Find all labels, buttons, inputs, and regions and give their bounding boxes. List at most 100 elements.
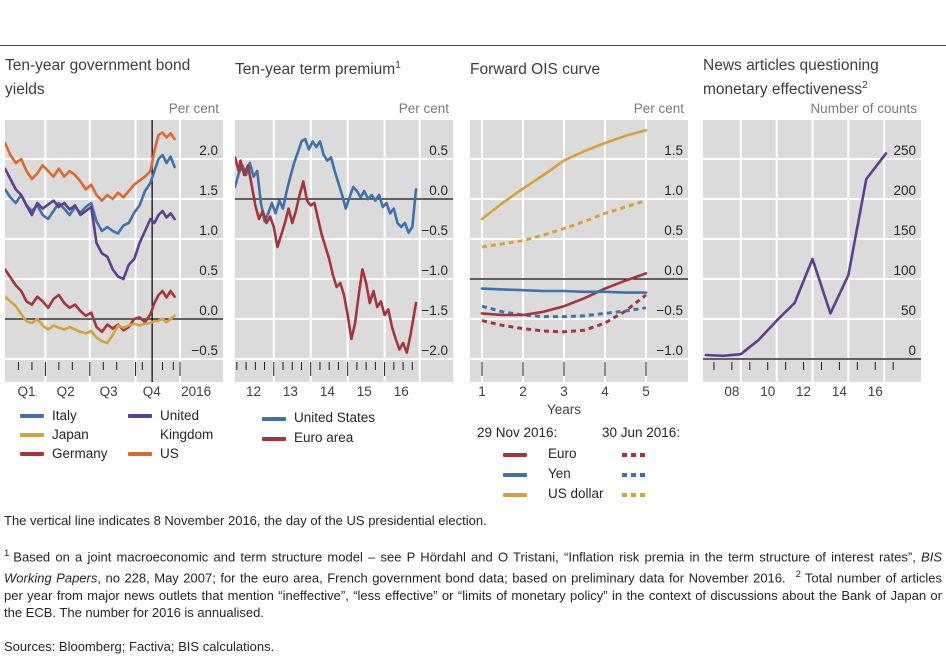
legend-header-solid: 29 Nov 2016: <box>477 425 558 440</box>
panel2-title: Ten-year term premium1 <box>235 60 401 79</box>
y-axis-label: 1.5 <box>199 183 218 198</box>
x-axis-label: 2016 <box>181 384 211 399</box>
footnote-vertical-line-text: The vertical line indicates 8 November 2… <box>4 513 487 528</box>
panel3-title: Forward OIS curve <box>470 61 601 79</box>
y-axis-label: −0.5 <box>656 303 683 318</box>
x-axis-label: 14 <box>832 384 848 399</box>
series-euro-area <box>233 156 418 354</box>
series-euro-30-jun-2016 <box>481 293 647 334</box>
legend-swatch-dashed-red <box>622 453 649 457</box>
y-axis-label: 250 <box>893 143 916 158</box>
x-axis-label: 14 <box>320 384 336 399</box>
legend-swatch-dashed-yellow <box>622 493 649 497</box>
series-united-kingdom <box>3 167 176 281</box>
series-us-dollar-29-nov-2016 <box>480 128 648 221</box>
legend-item-euro: Euro <box>503 445 673 465</box>
plot-background <box>235 120 453 382</box>
y-axis-label: 0.0 <box>429 183 448 198</box>
legend-item-yen: Yen <box>503 465 673 485</box>
x-axis-label: 16 <box>394 384 409 399</box>
x-axis-label: Q4 <box>143 384 162 399</box>
footnote-1-italic: BIS Working Papers <box>4 549 942 586</box>
panel3-x-axis-title: Years <box>546 402 582 417</box>
y-axis-label: 1.0 <box>199 223 218 238</box>
y-axis-label: −0.5 <box>421 223 448 238</box>
legend-label: Germany <box>52 446 108 461</box>
plot-svg: 0.5 0.0 −0.5 −1.0 −1.5 −2.0 12 13 14 15 16 <box>233 120 453 399</box>
y-axis-label: 0.5 <box>664 223 683 238</box>
legend-swatch-solid-yellow <box>503 493 527 497</box>
legend-label: United Kingdom <box>160 408 214 442</box>
legend-item-united-states: United States <box>262 408 412 428</box>
series-yen-30-jun-2016 <box>481 304 647 319</box>
y-axis-label: 0.0 <box>664 263 683 278</box>
y-axis-label: 2.0 <box>199 143 218 158</box>
plot-background <box>470 120 688 382</box>
x-axis-label: 5 <box>642 384 650 399</box>
legend-item-italy: Italy <box>20 406 120 425</box>
y-axis-label: −0.5 <box>191 343 218 358</box>
panel4-title: News articles questioning monetary effec… <box>703 57 879 99</box>
y-axis-label: −2.0 <box>421 343 448 358</box>
panel4-unit-label: Number of counts <box>810 101 917 116</box>
series-news-article-count <box>704 152 888 358</box>
x-axis-label: 12 <box>246 384 261 399</box>
x-axis-label: 08 <box>724 384 739 399</box>
legend-item-united-kingdom: United Kingdom <box>128 406 230 444</box>
legend-label: Italy <box>52 408 77 423</box>
x-axis-label: 4 <box>601 384 609 399</box>
legend-item-euro-area: Euro area <box>262 428 412 448</box>
panel2-unit-label: Per cent <box>398 101 449 116</box>
legend-label: United States <box>294 410 376 425</box>
legend-swatch-purple <box>128 414 152 418</box>
x-axis-label: 12 <box>796 384 811 399</box>
footnote-1-text: Based on a joint macroeconomic and term … <box>13 549 922 565</box>
legend-item-germany: Germany <box>20 444 120 463</box>
panel1-unit-label: Per cent <box>168 101 219 116</box>
panel1-title: Ten-year government bond yields <box>5 57 191 99</box>
panel4-news-articles-chart: 250 200 150 100 50 0 08 10 12 14 16 <box>703 120 921 420</box>
x-axis-label: 1 <box>478 384 486 399</box>
legend-item-japan: Japan <box>20 425 120 444</box>
footnote-2-text: Total number of articles per year from m… <box>4 570 942 621</box>
sources-text: Sources: Bloomberg; Factiva; BIS calcula… <box>4 639 275 654</box>
legend-label: US dollar <box>548 486 604 501</box>
panel3-unit-label: Per cent <box>633 101 684 116</box>
legend-swatch-red <box>20 452 44 456</box>
y-axis-label: 150 <box>893 223 916 238</box>
legend-label: US <box>160 446 179 461</box>
panel3-legend: Euro Yen US dollar <box>503 445 673 505</box>
plot-svg: 250 200 150 100 50 0 08 10 12 14 16 <box>703 120 921 399</box>
footnote-2-marker: 2 <box>795 568 801 580</box>
legend-swatch-blue <box>20 414 44 418</box>
footnote-vertical-line: The vertical line indicates 8 November 2… <box>4 512 942 530</box>
footnote-1-marker: 1 <box>4 548 10 559</box>
legend-label: Euro <box>548 446 577 461</box>
legend-swatch-orange <box>128 452 152 456</box>
panel1-legend-column2: United Kingdom US <box>128 406 230 463</box>
legend-swatch-solid-red <box>503 453 527 457</box>
legend-swatch-dashed-blue <box>622 473 649 477</box>
legend-swatch-yellow <box>20 433 44 437</box>
panel2-legend: United States Euro area <box>262 408 412 448</box>
y-axis-label: 50 <box>901 303 916 318</box>
legend-label: Euro area <box>294 430 354 445</box>
legend-item-us-dollar: US dollar <box>503 485 673 505</box>
legend-item-us: US <box>128 444 230 463</box>
x-axis-label: Q1 <box>18 384 36 399</box>
series-yen-29-nov-2016 <box>480 287 648 294</box>
y-axis-label: 0 <box>908 343 916 358</box>
top-rule <box>0 45 946 46</box>
y-axis-label: 1.5 <box>664 143 683 158</box>
x-axis-label: Q2 <box>57 384 75 399</box>
legend-label: Yen <box>548 466 571 481</box>
y-axis-label: 0.0 <box>199 303 218 318</box>
series-japan <box>3 295 176 345</box>
x-axis-label: 3 <box>560 384 568 399</box>
panel1-bond-yields-chart: 2.0 1.5 1.0 0.5 0.0 −0.5 Q1 Q2 Q3 Q4 2016 <box>3 120 223 420</box>
y-axis-label: −1.0 <box>421 263 448 278</box>
y-axis-label: 100 <box>893 263 916 278</box>
y-axis-label: 200 <box>893 183 916 198</box>
series-euro-29-nov-2016 <box>480 272 648 317</box>
footnote-1-text-end: , no 228, May 2007; for the euro area, F… <box>97 570 786 586</box>
